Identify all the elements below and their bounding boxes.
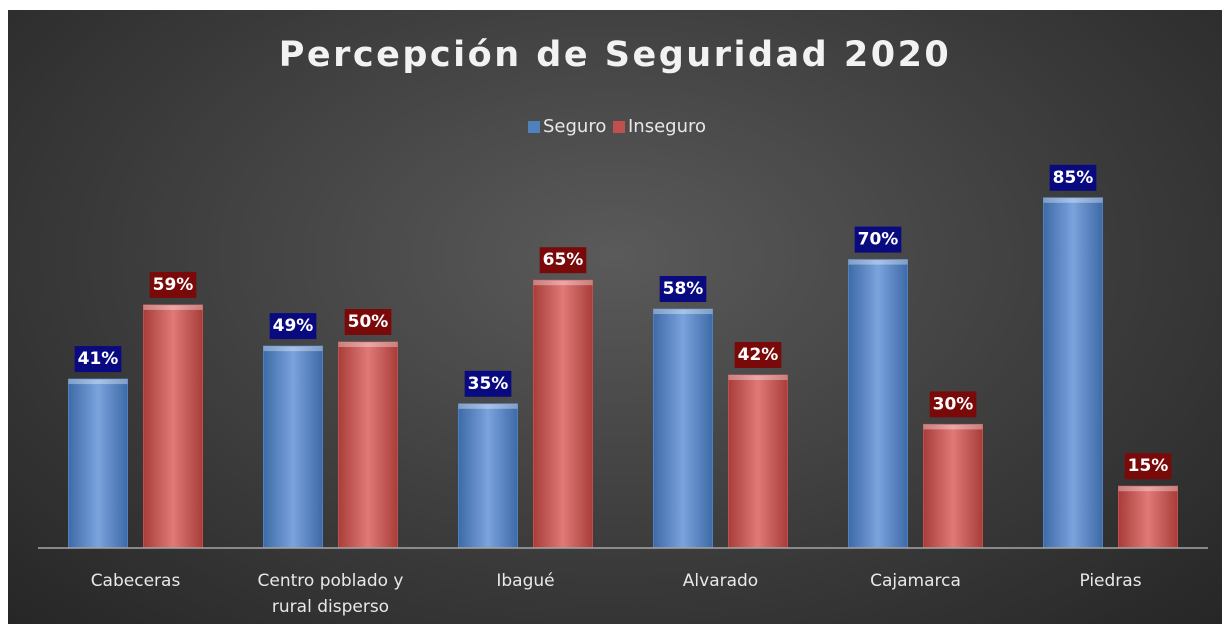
bar bbox=[1043, 197, 1103, 549]
data-label: 15% bbox=[1128, 456, 1169, 476]
data-label-box bbox=[269, 313, 317, 340]
x-tick-label: Ibagué bbox=[496, 571, 555, 591]
data-label-box bbox=[464, 370, 512, 397]
data-label-box bbox=[854, 226, 902, 253]
bar bbox=[1118, 485, 1178, 549]
bar-bevel bbox=[263, 346, 323, 352]
legend-label: Seguro bbox=[543, 116, 606, 137]
data-label: 35% bbox=[468, 374, 509, 394]
bar bbox=[458, 403, 518, 549]
bar-bevel bbox=[533, 280, 593, 286]
x-tick-label: Piedras bbox=[1079, 571, 1142, 591]
bar bbox=[923, 423, 983, 549]
data-label-box bbox=[344, 309, 392, 335]
bar-bevel bbox=[458, 403, 518, 409]
bar bbox=[653, 308, 713, 549]
data-label: 49% bbox=[273, 316, 314, 336]
data-label-box bbox=[1049, 164, 1097, 191]
bar-bevel bbox=[338, 342, 398, 347]
bar-bevel bbox=[728, 374, 788, 380]
bar bbox=[263, 345, 323, 549]
bar bbox=[728, 374, 788, 549]
bar bbox=[533, 279, 593, 549]
data-label: 41% bbox=[78, 349, 119, 369]
data-label: 58% bbox=[663, 279, 704, 299]
legend-swatch bbox=[528, 121, 540, 133]
data-label-box bbox=[539, 247, 587, 274]
plot: Percepción de Seguridad 2020 Seguro Inseg… bbox=[38, 35, 1208, 549]
x-tick-label: Cabeceras bbox=[90, 571, 181, 591]
data-label: 65% bbox=[543, 250, 584, 270]
x-tick-label: Centro poblado y rural disperso bbox=[257, 571, 404, 617]
data-label-box bbox=[734, 341, 782, 368]
bar-bevel bbox=[1118, 486, 1178, 492]
bar-bevel bbox=[653, 309, 713, 315]
data-label: 50% bbox=[348, 312, 389, 332]
data-label-box bbox=[74, 346, 122, 373]
x-tick-label: Cajamarca bbox=[870, 571, 961, 591]
data-label-box bbox=[1124, 453, 1172, 480]
bar bbox=[68, 378, 128, 549]
legend-label: Inseguro bbox=[628, 116, 706, 137]
data-label-box bbox=[659, 276, 707, 303]
data-label: 30% bbox=[933, 394, 974, 414]
data-label: 85% bbox=[1053, 168, 1094, 188]
bar-bevel bbox=[143, 304, 203, 310]
data-label: 42% bbox=[738, 345, 779, 365]
legend-swatch bbox=[613, 121, 625, 133]
bar bbox=[338, 341, 398, 549]
bar-bevel bbox=[848, 259, 908, 265]
bar-bevel bbox=[923, 424, 983, 430]
x-tick-label: Alvarado bbox=[682, 571, 759, 591]
data-label: 70% bbox=[858, 230, 899, 250]
bar-bevel bbox=[68, 379, 128, 385]
bar-bevel bbox=[1043, 197, 1103, 203]
bar bbox=[143, 304, 203, 549]
data-label-box bbox=[929, 391, 977, 418]
chart: Percepción de Seguridad 2020 Seguro Inseg… bbox=[8, 10, 1222, 624]
data-label: 59% bbox=[153, 275, 194, 295]
bar bbox=[848, 259, 908, 549]
chart-title: Percepción de Seguridad 2020 bbox=[279, 35, 952, 75]
data-label-box bbox=[149, 271, 197, 298]
